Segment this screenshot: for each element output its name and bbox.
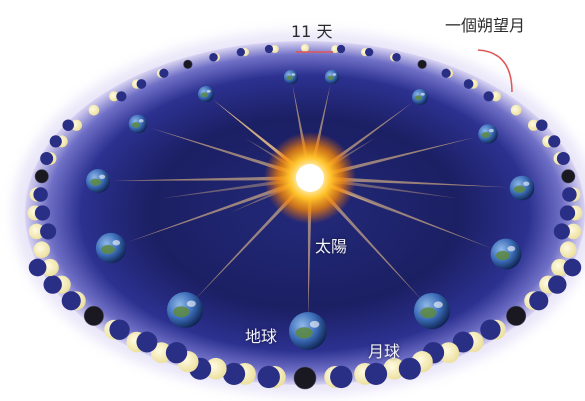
earth [128, 114, 148, 134]
moon-phase-new [83, 305, 104, 326]
earth-label: 地球 [245, 327, 278, 346]
moon-phase-waning-crescent [524, 291, 549, 311]
sun-ray [309, 175, 493, 249]
moon-phase-waning-gibbous [551, 258, 582, 277]
earth [509, 175, 535, 201]
moon-phase-new [506, 305, 527, 326]
moon-phase-full [510, 104, 522, 116]
moon-phase-new [34, 169, 49, 184]
moon-phase-new [417, 59, 427, 69]
moon-phase-first-quarter [452, 331, 484, 353]
earth [413, 292, 451, 330]
moon-phase-waning-gibbous [150, 342, 188, 364]
earth-positions [86, 69, 535, 350]
moon-phase-waning-crescent [389, 52, 401, 62]
moon-phase-waxing-crescent [562, 187, 581, 202]
earth [95, 232, 127, 264]
sun-label: 太陽 [315, 237, 348, 256]
moon-phase-waning-gibbous [527, 119, 548, 131]
earth [490, 238, 522, 270]
moon-phase-waning-crescent [29, 187, 48, 202]
moon-phase-last-quarter [126, 331, 158, 353]
moon-phase-first-quarter [222, 362, 256, 385]
moon-phase-full [33, 241, 51, 258]
sun-ray [309, 175, 508, 188]
moon-phase-full [301, 44, 309, 52]
moon-phase-new [183, 59, 193, 69]
moon-phase-waxing-crescent [480, 319, 506, 340]
moon-phase-waning-crescent [156, 68, 169, 78]
moon-phase-last-quarter [542, 135, 561, 148]
moon-phase-waxing-gibbous [553, 223, 582, 240]
moon-phase-waning-gibbous [28, 223, 57, 240]
earth [478, 124, 498, 144]
sun [296, 164, 324, 192]
earth [86, 169, 110, 193]
synodic-month-label: 一個朔望月 [445, 16, 526, 35]
moon-phase-waning-gibbous [331, 44, 346, 54]
moon-phase-waxing-crescent [257, 365, 286, 389]
moon-phase-first-quarter [43, 275, 71, 294]
moon-phase-waning-crescent [324, 365, 353, 389]
earth [166, 291, 204, 329]
moon-phase-last-quarter [131, 79, 147, 89]
moon-phase-last-quarter [360, 47, 374, 57]
moon-phase-waning-gibbous [383, 357, 421, 380]
moon-phase-waxing-gibbous [28, 258, 59, 277]
moon-phase-waxing-gibbous [62, 119, 83, 131]
moon-phase-last-quarter [539, 275, 567, 294]
moon-phase-waxing-crescent [209, 52, 221, 62]
moon-phase-waxing-gibbous [264, 44, 279, 54]
moon-phases [27, 44, 583, 390]
moon-phase-first-quarter [559, 205, 583, 221]
sun-ray [112, 175, 311, 181]
moon-phase-first-quarter [49, 135, 68, 148]
earth [289, 312, 327, 350]
sun-ray [124, 175, 311, 244]
moon-phase-waxing-crescent [441, 68, 454, 78]
moon-phase-waning-crescent [553, 152, 570, 165]
moon-phase-first-quarter [236, 47, 250, 57]
moon-label: 月球 [368, 342, 401, 361]
moon-phase-new [293, 366, 317, 390]
moon-phase-waning-crescent [104, 319, 130, 340]
gap-days-label: 11 天 [291, 22, 333, 41]
moon-phase-full [88, 104, 100, 116]
moon-phase-last-quarter [27, 205, 51, 221]
moon-phase-waxing-crescent [61, 291, 86, 311]
moon-phase-new [561, 169, 576, 184]
moon-phase-full [559, 241, 577, 258]
moon-phase-waxing-gibbous [483, 91, 501, 102]
moon-phase-waxing-crescent [40, 152, 57, 165]
earth [198, 86, 214, 102]
earth [411, 88, 429, 106]
lunation-arc [477, 49, 513, 93]
moon-phase-last-quarter [354, 362, 388, 385]
moon-phase-first-quarter [463, 79, 479, 89]
earth [283, 69, 299, 85]
earth [324, 69, 340, 85]
moon-phase-waning-gibbous [109, 91, 127, 102]
